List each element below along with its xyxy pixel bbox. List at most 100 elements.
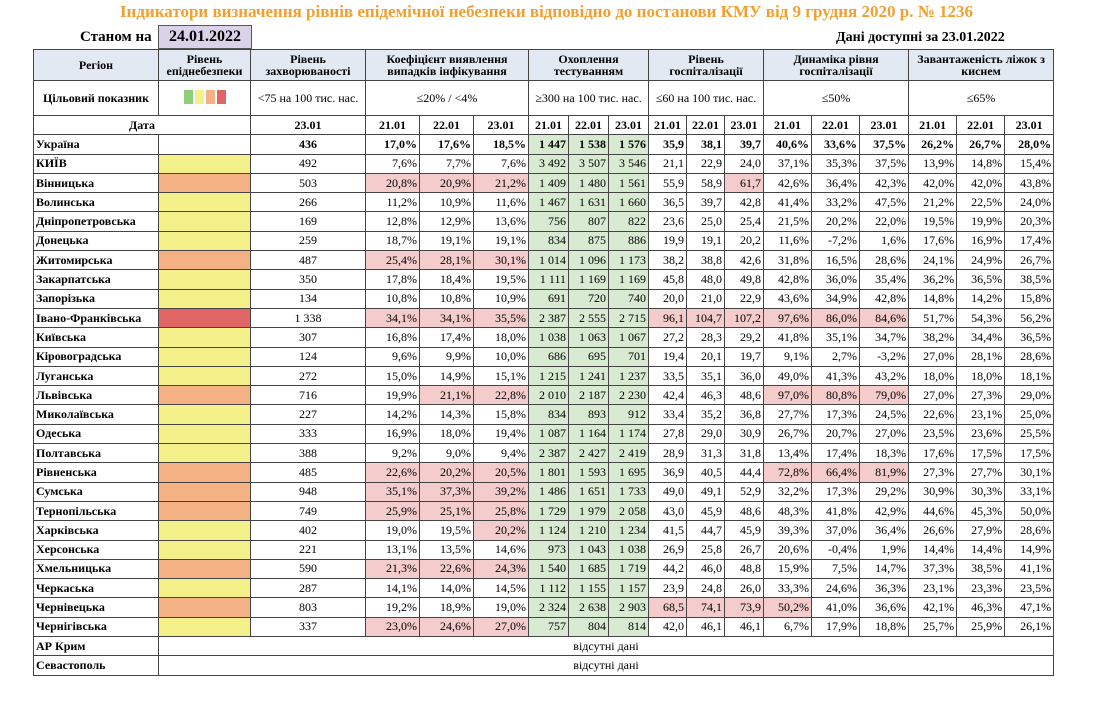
cell: 21,0	[686, 288, 726, 309]
cell: 37,3%	[419, 481, 474, 502]
date: 23.01	[472, 114, 530, 136]
cell: 19,1%	[419, 230, 474, 252]
cell: 36,6%	[859, 597, 910, 618]
cell: 19,0%	[472, 597, 530, 618]
cell: 14,0%	[419, 578, 474, 599]
cell: 15,9%	[763, 558, 813, 580]
cell: 107,2	[724, 307, 765, 329]
cell: 22,9	[724, 288, 765, 309]
cell: 29,0	[686, 423, 726, 445]
cell: 1,6%	[859, 230, 910, 252]
cell: 36,5%	[956, 269, 1006, 290]
cell: 14,2%	[365, 404, 420, 425]
cell: 48,6	[724, 500, 765, 522]
cell: 7,5%	[811, 558, 861, 580]
cell: 20,2%	[472, 520, 530, 541]
cell: 25,5%	[1004, 423, 1055, 445]
cell: 24,5%	[859, 404, 910, 425]
region: Рівненська	[33, 462, 159, 483]
cell: 19,2%	[365, 597, 420, 618]
cell: 25,9%	[365, 500, 420, 522]
cell: 13,4%	[763, 443, 813, 464]
cell: 875	[568, 230, 610, 252]
cell: 134	[250, 288, 366, 309]
cell: 23,1%	[908, 578, 958, 599]
region: Миколаївська	[33, 404, 159, 425]
cell: 22,0%	[859, 211, 910, 232]
column-header: Рівень госпіталізації	[648, 49, 765, 81]
cell: 22,6%	[365, 462, 420, 483]
cell: 55,9	[648, 172, 688, 194]
region: Севастополь	[33, 655, 159, 676]
cell: 1 112	[528, 578, 570, 599]
cell: 9,6%	[365, 346, 420, 367]
cell: 17,6%	[908, 230, 958, 252]
cell: 28,6%	[1004, 520, 1055, 541]
danger-level	[158, 558, 251, 580]
cell: 124	[250, 346, 366, 367]
cell: 17,3%	[811, 404, 861, 425]
cell: 17,3%	[811, 481, 861, 502]
cell: 29,0%	[1004, 385, 1055, 406]
cell: 10,9%	[472, 288, 530, 309]
table-row: Україна 436 17,0% 17,6% 18,5% 1 447 1 538 1 576…	[33, 134, 1055, 155]
cell: 35,1%	[811, 327, 861, 348]
table-row: КИЇВ 492 7,6% 7,7% 7,6% 3 492 3 507 3 546 21,1 22…	[33, 153, 1055, 174]
cell: 6,7%	[763, 616, 813, 638]
cell: 36,5%	[1004, 327, 1055, 348]
table-row: Кіровоградська 124 9,6% 9,9% 10,0% 686 695 701 1…	[33, 346, 1055, 367]
cell: -3,2%	[859, 346, 910, 367]
cell: 590	[250, 558, 366, 580]
cell: 37,3%	[908, 558, 958, 580]
table-row: Одеська 333 16,9% 18,0% 19,4% 1 087 1 164 1 174…	[33, 423, 1055, 445]
cell: 42,6	[724, 250, 765, 271]
cell: 20,9%	[419, 172, 474, 194]
target: <75 на 100 тис. нас.	[250, 80, 366, 116]
cell: 20,2%	[419, 462, 474, 483]
cell: 9,4%	[472, 443, 530, 464]
region: Одеська	[33, 423, 159, 445]
cell: 1 660	[608, 192, 650, 213]
cell: 36,3%	[859, 578, 910, 599]
cell: 757	[528, 616, 570, 638]
danger-level	[158, 250, 251, 271]
region: Луганська	[33, 365, 159, 387]
cell: 18,0%	[956, 365, 1006, 387]
cell: 691	[528, 288, 570, 309]
cell: 41,4%	[763, 192, 813, 213]
cell: 16,5%	[811, 250, 861, 271]
cell: 38,2	[648, 250, 688, 271]
cell: 9,2%	[365, 443, 420, 464]
cell: 11,6%	[472, 192, 530, 213]
cell: 803	[250, 597, 366, 618]
danger-level	[158, 423, 251, 445]
cell: 27,3%	[956, 385, 1006, 406]
table-row: Вінницька 503 20,8% 20,9% 21,2% 1 409 1 480 1 5…	[33, 172, 1055, 194]
danger-level	[158, 597, 251, 618]
cell: 14,3%	[419, 404, 474, 425]
cell: 72,8%	[763, 462, 813, 483]
cell: 1 215	[528, 365, 570, 387]
cell: 2 387	[528, 307, 570, 329]
region: Чернівецька	[33, 597, 159, 618]
cell: 20,2	[724, 230, 765, 252]
cell: 19,9%	[365, 385, 420, 406]
as-of-date: 24.01.2022	[158, 25, 252, 49]
region: Сумська	[33, 481, 159, 502]
cell: 350	[250, 269, 366, 290]
region: Волинська	[33, 192, 159, 213]
cell: 17,8%	[365, 269, 420, 290]
table-row: АР Крим відсутні дані	[33, 636, 1055, 657]
danger-level	[158, 346, 251, 367]
cell: 25,0%	[1004, 404, 1055, 425]
cell: 1 447	[528, 134, 570, 155]
cell: 2,7%	[811, 346, 861, 367]
cell: 41,1%	[1004, 558, 1055, 580]
cell: 43,8%	[1004, 172, 1055, 194]
cell: 31,3	[686, 443, 726, 464]
cell: 19,5%	[908, 211, 958, 232]
cell: 38,5%	[956, 558, 1006, 580]
cell: 834	[528, 404, 570, 425]
cell: 79,0%	[859, 385, 910, 406]
column-header: Коефіцієнт виявлення випадків інфікуванн…	[364, 49, 530, 81]
